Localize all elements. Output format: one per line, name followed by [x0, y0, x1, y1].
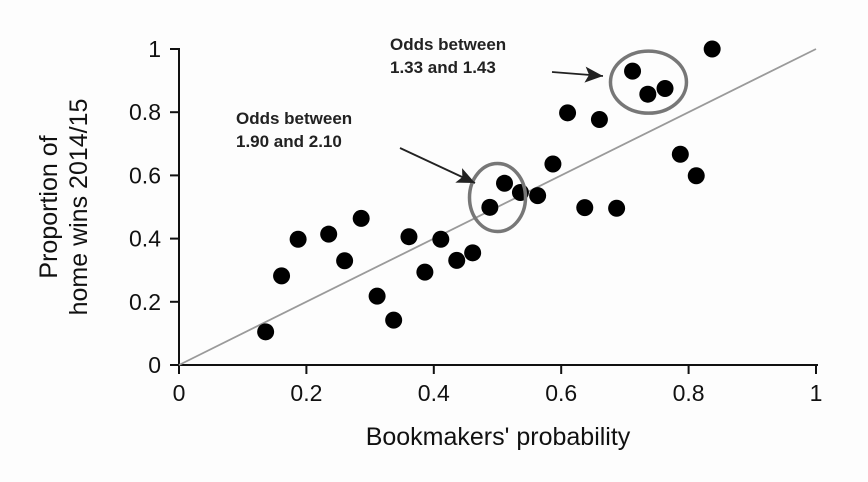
y-tick-label: 0.6 — [129, 162, 161, 188]
y-tick-label: 0.8 — [129, 99, 161, 125]
x-tick-label: 0.4 — [418, 380, 450, 406]
x-tick-label: 0 — [173, 380, 186, 406]
axes: 0 0.2 0.4 0.6 0.8 1 0 0.2 0.4 0.6 0.8 1 — [129, 36, 822, 406]
x-tick-label: 1 — [810, 380, 823, 406]
data-point — [529, 187, 547, 205]
data-point — [273, 267, 291, 285]
data-point — [289, 230, 307, 248]
annotations: Odds between 1.90 and 2.10 Odds between 1.3… — [236, 35, 689, 234]
data-point — [368, 287, 386, 305]
annotation-text: Odds between — [390, 35, 506, 54]
y-tick-label: 0.2 — [129, 289, 161, 315]
x-tick-label: 0.6 — [545, 380, 577, 406]
data-point — [448, 251, 466, 269]
data-point — [687, 167, 705, 185]
data-point — [320, 225, 338, 243]
x-axis-label: Bookmakers' probability — [366, 423, 631, 451]
annotation-text: 1.90 and 2.10 — [236, 132, 342, 151]
annotation-text: 1.33 and 1.43 — [390, 58, 496, 77]
data-point — [352, 209, 370, 227]
annotation-circle — [608, 49, 689, 115]
annotation-circle — [467, 161, 528, 234]
data-point — [464, 244, 482, 262]
data-point — [385, 311, 403, 329]
annotation-text: Odds between — [236, 109, 352, 128]
y-tick-label: 1 — [148, 36, 161, 62]
data-point — [400, 228, 418, 246]
data-point — [576, 199, 594, 217]
data-point — [703, 40, 721, 58]
data-point — [624, 62, 642, 80]
y-tick-label: 0.4 — [129, 226, 161, 252]
data-points — [257, 40, 721, 341]
data-point — [559, 104, 577, 122]
y-tick-label: 0 — [148, 352, 161, 378]
data-point — [257, 323, 275, 341]
arrowhead-icon — [455, 168, 475, 183]
data-point — [481, 198, 499, 216]
data-point — [416, 263, 434, 281]
data-point — [639, 85, 657, 103]
data-point — [656, 80, 674, 97]
data-point — [608, 199, 626, 217]
x-tick-label: 0.2 — [290, 380, 322, 406]
x-tick-label: 0.8 — [673, 380, 705, 406]
data-point — [671, 145, 689, 163]
y-axis-label-line-2: home wins 2014/15 — [65, 99, 93, 316]
y-axis-label-line-1: Proportion of — [35, 135, 63, 278]
arrowhead-icon — [584, 66, 603, 83]
data-point — [496, 174, 514, 192]
data-point — [336, 252, 354, 270]
data-point — [432, 230, 450, 248]
data-point — [544, 155, 562, 173]
data-point — [590, 110, 608, 128]
